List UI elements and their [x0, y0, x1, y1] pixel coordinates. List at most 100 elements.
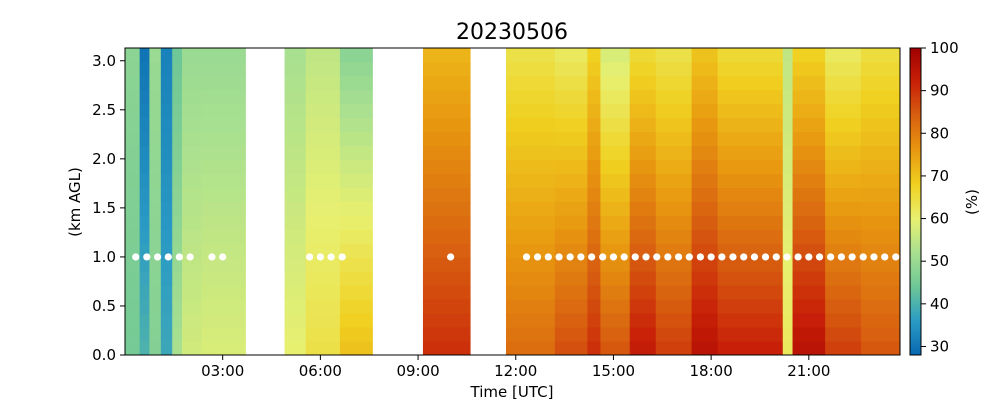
heatmap-cell: [825, 271, 862, 286]
heatmap-cell: [125, 299, 141, 314]
quality-marker: [153, 253, 162, 261]
heatmap-cell: [160, 313, 173, 328]
heatmap-cell: [792, 103, 826, 119]
heatmap-cell: [691, 257, 719, 272]
heatmap-cell: [691, 327, 719, 342]
heatmap-cell: [860, 187, 900, 202]
heatmap-cell: [600, 131, 631, 147]
heatmap-cell: [284, 75, 307, 91]
heatmap-cell: [554, 48, 588, 63]
heatmap-cell: [339, 341, 373, 355]
heatmap-cell: [139, 173, 150, 188]
heatmap-cell: [600, 299, 631, 314]
heatmap-cell: [172, 229, 183, 244]
heatmap-cell: [160, 327, 173, 342]
heatmap-cell: [691, 131, 719, 147]
heatmap-cell: [717, 89, 784, 105]
heatmap-cell: [782, 48, 793, 63]
heatmap-cell: [422, 75, 471, 91]
heatmap-cell: [691, 117, 719, 133]
x-tick-label: 21:00: [787, 362, 830, 380]
quality-markers: [132, 253, 900, 261]
heatmap-cell: [139, 75, 150, 91]
heatmap-cell: [422, 271, 471, 286]
heatmap-cell: [717, 229, 784, 244]
quality-marker: [761, 253, 770, 261]
heatmap-cell: [181, 341, 202, 355]
heatmap-cell: [339, 48, 373, 63]
heatmap-cell: [181, 257, 202, 272]
heatmap-cell: [181, 89, 202, 105]
heatmap-cell: [339, 103, 373, 119]
heatmap-cell: [125, 341, 141, 355]
heatmap-cell: [201, 131, 246, 147]
heatmap-cell: [160, 187, 173, 202]
heatmap-cell: [717, 327, 784, 342]
quality-marker: [143, 253, 151, 261]
heatmap-cell: [691, 299, 719, 314]
heatmap-cell: [125, 229, 141, 244]
y-tick-label: 2.0: [92, 150, 116, 168]
heatmap-cell: [305, 215, 341, 230]
heatmap-cell: [691, 229, 719, 244]
heatmap-cell: [305, 285, 341, 300]
heatmap-cell: [181, 229, 202, 244]
heatmap-cell: [505, 215, 556, 230]
heatmap-cell: [505, 145, 556, 161]
heatmap-cell: [782, 257, 793, 272]
heatmap-cell: [339, 257, 373, 272]
heatmap-cell: [422, 103, 471, 119]
heatmap-cell: [860, 103, 900, 119]
heatmap-cell: [149, 61, 162, 77]
heatmap-cell: [172, 201, 183, 216]
heatmap-cell: [139, 341, 150, 355]
heatmap-cell: [782, 299, 793, 314]
quality-marker: [447, 253, 455, 261]
heatmap-cell: [860, 313, 900, 328]
heatmap-cell: [554, 117, 588, 133]
heatmap-cell: [422, 299, 471, 314]
heatmap-cell: [172, 61, 183, 77]
heatmap-cell: [505, 75, 556, 91]
heatmap-cell: [554, 131, 588, 147]
heatmap-cell: [825, 327, 862, 342]
heatmap-cell: [860, 243, 900, 258]
quality-marker: [338, 253, 346, 261]
heatmap-cell: [860, 61, 900, 77]
heatmap-cell: [792, 75, 826, 91]
heatmap-cell: [860, 285, 900, 300]
heatmap-cell: [172, 89, 183, 105]
heatmap-cell: [339, 327, 373, 342]
heatmap-cell: [172, 131, 183, 147]
heatmap-cell: [860, 271, 900, 286]
heatmap-cell: [782, 187, 793, 202]
heatmap-cell: [149, 201, 162, 216]
y-tick-label: 0.5: [92, 297, 116, 315]
quality-marker: [664, 253, 672, 261]
heatmap-cell: [172, 187, 183, 202]
heatmap-cell: [655, 187, 692, 202]
heatmap-cell: [587, 159, 601, 174]
heatmap-cell: [305, 145, 341, 161]
heatmap-cell: [305, 327, 341, 342]
quality-marker: [892, 253, 900, 261]
heatmap-cell: [655, 48, 692, 63]
heatmap-cell: [655, 243, 692, 258]
heatmap-cell: [860, 117, 900, 133]
heatmap-cell: [505, 159, 556, 174]
plot-frame: [124, 47, 901, 356]
heatmap-cell: [181, 117, 202, 133]
heatmap-cell: [284, 48, 307, 63]
heatmap-cell: [160, 215, 173, 230]
heatmap-cell: [717, 341, 784, 355]
heatmap-cell: [422, 201, 471, 216]
heatmap-cell: [284, 173, 307, 188]
heatmap-cell: [587, 89, 601, 105]
heatmap-cell: [181, 215, 202, 230]
quality-marker: [609, 253, 618, 261]
heatmap-cell: [587, 75, 601, 91]
quality-marker: [566, 253, 574, 261]
quality-marker: [642, 253, 650, 261]
heatmap-cell: [160, 341, 173, 355]
heatmap-cell: [201, 103, 246, 119]
